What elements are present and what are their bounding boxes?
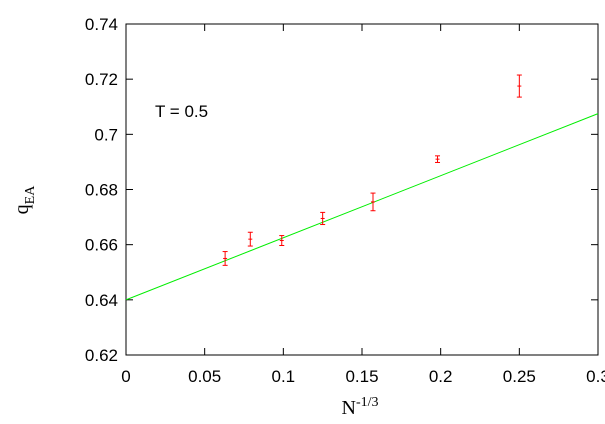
tick-labels: 0 0.05 0.1 0.15 0.2 0.25 0.3 0.62 0.64 0.66 0.68 0.…: [85, 15, 605, 386]
tick-marks: [125, 23, 599, 356]
x-tick-label: 0.3: [586, 367, 605, 386]
y-tick-label: 0.72: [85, 70, 118, 89]
plot-border: [125, 23, 599, 356]
x-tick-label: 0.1: [272, 367, 296, 386]
y-axis-label-base: q: [11, 204, 33, 214]
x-axis-label-base: N: [341, 397, 355, 419]
data-point: [247, 231, 253, 247]
x-axis-label: N-1/3: [341, 395, 378, 419]
y-axis-label-subscript: EA: [23, 185, 38, 205]
y-tick-label: 0.68: [85, 181, 118, 200]
plot-frame: [125, 23, 599, 356]
x-tick-label: 0.05: [188, 367, 221, 386]
x-tick-label: 0.25: [503, 367, 536, 386]
data-point: [435, 155, 441, 163]
y-tick-label: 0.74: [85, 15, 118, 34]
x-tick-label: 0.15: [345, 367, 378, 386]
data-point: [279, 235, 285, 246]
data-point: [516, 74, 522, 98]
data-point: [320, 211, 326, 226]
y-tick-label: 0.7: [94, 125, 118, 144]
fit-line: [125, 113, 599, 301]
data-point: [370, 192, 376, 212]
y-tick-label: 0.66: [85, 236, 118, 255]
x-tick-label: 0: [121, 367, 130, 386]
data-point: [222, 251, 228, 266]
annotation-temperature: T = 0.5: [155, 102, 208, 121]
x-axis-label-superscript: -1/3: [356, 395, 379, 410]
x-tick-label: 0.2: [429, 367, 453, 386]
y-tick-label: 0.62: [85, 346, 118, 365]
series: [125, 74, 599, 301]
y-tick-label: 0.64: [85, 291, 118, 310]
y-axis-label: qEA: [11, 185, 38, 215]
